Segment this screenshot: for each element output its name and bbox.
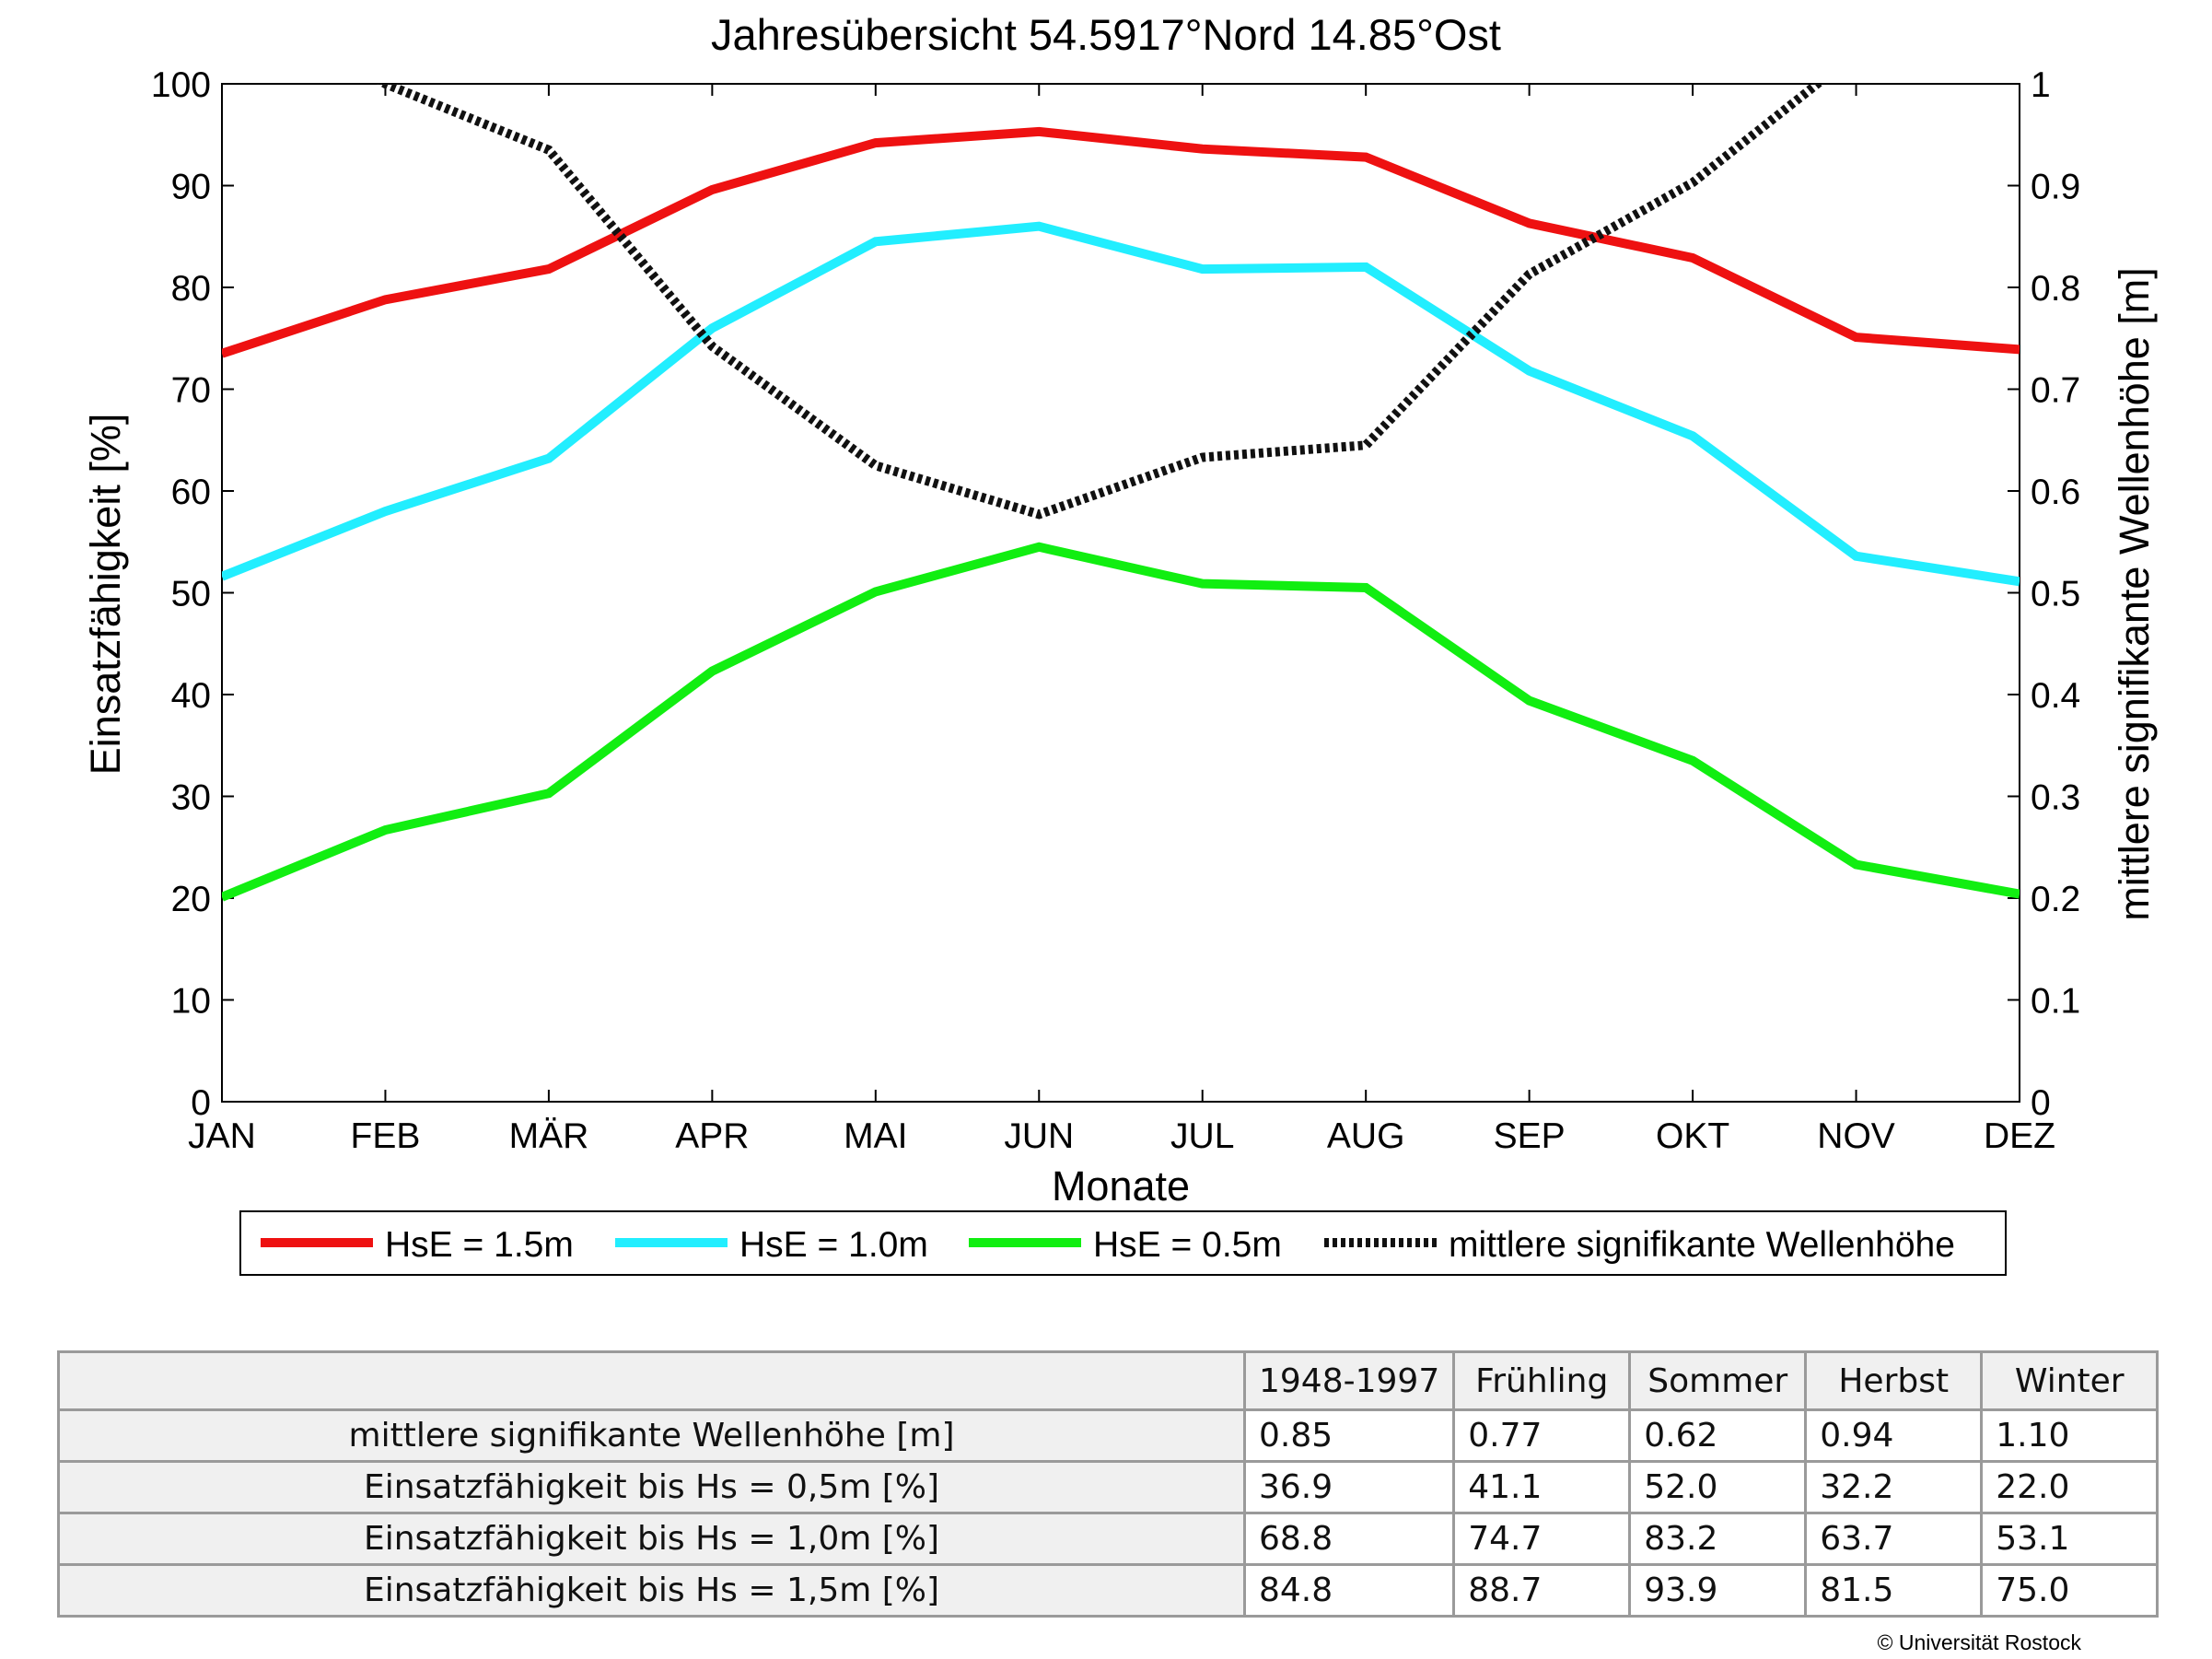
y-axis-right: 0 0.1 0.2 0.3 0.4 0.5 0.6 0.7 0.8 0.9 1 — [2008, 65, 2080, 1123]
row-label: mittlere signifikante Wellenhöhe [m] — [57, 1408, 1246, 1463]
y-tick-label-right: 0 — [2031, 1083, 2051, 1123]
table-cell: 0.85 — [1242, 1408, 1456, 1463]
plot-area — [221, 83, 2020, 1103]
stats-table: 1948-1997 Frühling Sommer Herbst Winter … — [57, 1350, 2160, 1618]
table-cell: 84.8 — [1242, 1563, 1456, 1618]
y-axis-left: 0 10 20 30 40 50 60 70 80 90 100 — [151, 65, 234, 1123]
x-tick-label: AUG — [1327, 1116, 1405, 1156]
chart: Jahresübersicht 54.5917°Nord 14.85°Ost 0… — [82, 10, 2158, 1276]
table-cell: 0.62 — [1628, 1408, 1808, 1463]
y-axis-label-right: mittlere signifikante Wellenhöhe [m] — [2111, 267, 2158, 921]
y-tick-label-right: 0.6 — [2031, 473, 2080, 512]
table-cell: 81.5 — [1804, 1563, 1984, 1618]
y-tick-label-right: 1 — [2031, 65, 2051, 105]
legend-box — [239, 1210, 2007, 1276]
table-cell: 93.9 — [1628, 1563, 1808, 1618]
row-label: Einsatzfähigkeit bis Hs = 1,0m [%] — [57, 1512, 1246, 1566]
x-tick-label: APR — [675, 1116, 749, 1156]
y-tick-label-left: 70 — [171, 371, 211, 411]
table-cell: 41.1 — [1452, 1460, 1632, 1514]
x-axis-label: Monate — [1052, 1162, 1190, 1209]
x-tick-label: MAI — [844, 1116, 907, 1156]
x-tick-label: JAN — [188, 1116, 256, 1156]
x-tick-label: MÄR — [509, 1116, 589, 1156]
table-row: mittlere signifikante Wellenhöhe [m] 0.8… — [57, 1408, 2160, 1463]
row-label: Einsatzfähigkeit bis Hs = 0,5m [%] — [57, 1460, 1246, 1514]
y-tick-label-right: 0.3 — [2031, 778, 2080, 818]
table-cell: 53.1 — [1980, 1512, 2160, 1566]
y-tick-label-left: 40 — [171, 676, 211, 716]
table-cell: 63.7 — [1804, 1512, 1984, 1566]
table-cell: 52.0 — [1628, 1460, 1808, 1514]
series-layer — [222, 84, 2020, 902]
y-tick-label-left: 30 — [171, 778, 211, 818]
table-cell: 74.7 — [1452, 1512, 1632, 1566]
table-row: Einsatzfähigkeit bis Hs = 0,5m [%] 36.9 … — [57, 1460, 2160, 1514]
y-tick-label-right: 0.8 — [2031, 269, 2080, 309]
y-tick-label-left: 100 — [151, 65, 211, 105]
x-axis: JAN FEB MÄR APR MAI JUN JUL AUG SEP OKT NOV DEZ — [188, 84, 2055, 1156]
y-tick-label-left: 90 — [171, 168, 211, 207]
table-cell: 68.8 — [1242, 1512, 1456, 1566]
y-tick-label-right: 0.1 — [2031, 982, 2080, 1022]
y-tick-label-right: 0.2 — [2031, 880, 2080, 919]
x-tick-label: SEP — [1494, 1116, 1566, 1156]
row-label: Einsatzfähigkeit bis Hs = 1,5m [%] — [57, 1563, 1246, 1618]
y-tick-label-left: 50 — [171, 575, 211, 614]
chart-title: Jahresübersicht 54.5917°Nord 14.85°Ost — [711, 10, 1501, 59]
table-header-summer: Sommer — [1628, 1350, 1808, 1411]
table-header-winter: Winter — [1980, 1350, 2160, 1411]
y-tick-label-left: 0 — [191, 1083, 211, 1123]
table-cell: 1.10 — [1980, 1408, 2160, 1463]
table-cell: 83.2 — [1628, 1512, 1808, 1566]
table-cell: 0.77 — [1452, 1408, 1632, 1463]
table-cell: 36.9 — [1242, 1460, 1456, 1514]
table-header-period: 1948-1997 — [1242, 1350, 1456, 1411]
y-axis-label-left: Einsatzfähigkeit [%] — [82, 414, 129, 776]
legend-label-0: HsE = 1.5m — [385, 1225, 574, 1265]
table-cell: 22.0 — [1980, 1460, 2160, 1514]
y-tick-label-right: 0.5 — [2031, 575, 2080, 614]
table-header-row: 1948-1997 Frühling Sommer Herbst Winter — [57, 1350, 2160, 1411]
table-row: Einsatzfähigkeit bis Hs = 1,5m [%] 84.8 … — [57, 1563, 2160, 1618]
y-tick-label-left: 20 — [171, 880, 211, 919]
y-tick-label-left: 80 — [171, 269, 211, 309]
table-cell: 88.7 — [1452, 1563, 1632, 1618]
y-tick-label-left: 60 — [171, 473, 211, 512]
legend-label-1: HsE = 1.0m — [739, 1225, 928, 1265]
table-header-spring: Frühling — [1452, 1350, 1632, 1411]
table-header-autumn: Herbst — [1804, 1350, 1984, 1411]
x-tick-label: OKT — [1656, 1116, 1729, 1156]
series-line-1 — [222, 221, 2020, 587]
table-row: Einsatzfähigkeit bis Hs = 1,0m [%] 68.8 … — [57, 1512, 2160, 1566]
x-tick-label: JUN — [1004, 1116, 1074, 1156]
table-cell: 32.2 — [1804, 1460, 1984, 1514]
series-line-3 — [377, 84, 1825, 520]
y-tick-label-right: 0.4 — [2031, 676, 2080, 716]
y-tick-label-right: 0.7 — [2031, 371, 2080, 411]
x-tick-label: DEZ — [1984, 1116, 2055, 1156]
series-line-0 — [222, 126, 2020, 358]
series-line-2 — [222, 542, 2020, 902]
x-tick-label: NOV — [1817, 1116, 1895, 1156]
legend-label-2: HsE = 0.5m — [1093, 1225, 1282, 1265]
table-cell: 75.0 — [1980, 1563, 2160, 1618]
table-corner — [57, 1350, 1246, 1411]
legend-label-3: mittlere signifikante Wellenhöhe — [1449, 1225, 1955, 1265]
y-tick-label-right: 0.9 — [2031, 168, 2080, 207]
table-cell: 0.94 — [1804, 1408, 1984, 1463]
x-tick-label: FEB — [351, 1116, 421, 1156]
x-tick-label: JUL — [1170, 1116, 1234, 1156]
copyright-note: © Universität Rostock — [1877, 1630, 2081, 1654]
legend: HsE = 1.5m HsE = 1.0m HsE = 0.5m mittlere s… — [239, 1210, 2007, 1276]
y-tick-label-left: 10 — [171, 982, 211, 1022]
